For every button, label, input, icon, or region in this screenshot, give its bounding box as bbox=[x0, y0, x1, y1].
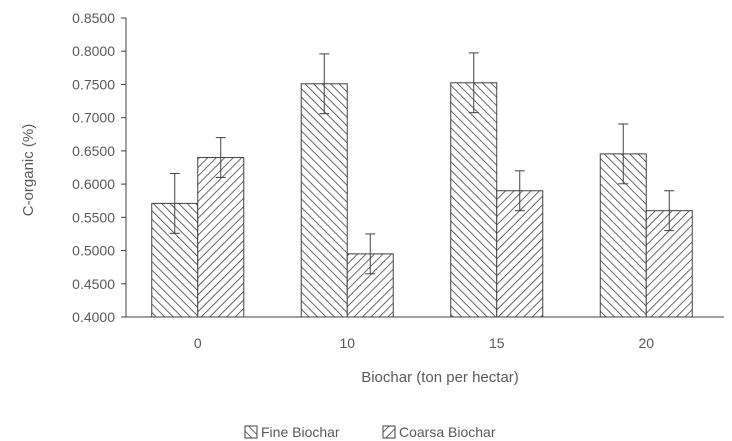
y-tick-label: 0.4000 bbox=[72, 309, 115, 325]
bars bbox=[151, 82, 693, 318]
bar-fine-biochar-10 bbox=[300, 83, 348, 318]
y-tick-label: 0.8500 bbox=[72, 10, 115, 26]
x-tick-label: 15 bbox=[489, 335, 505, 351]
legend-label-fine-biochar: Fine Biochar bbox=[261, 424, 340, 440]
legend: Fine Biochar Coarsa Biochar bbox=[244, 424, 496, 440]
x-axis: 0 10 15 20 bbox=[126, 316, 724, 351]
legend-label-coarsa-biochar: Coarsa Biochar bbox=[399, 424, 496, 440]
y-tick-label: 0.6500 bbox=[72, 143, 115, 159]
y-tick-label: 0.8000 bbox=[72, 43, 115, 59]
bar-coarsa-biochar-0 bbox=[197, 157, 245, 318]
y-axis: 0.4000 0.4500 0.5000 0.5500 0.6000 0.6500 0.70… bbox=[72, 10, 127, 325]
y-tick-label: 0.7000 bbox=[72, 110, 115, 126]
x-axis-title: Biochar (ton per hectar) bbox=[361, 369, 519, 386]
y-axis-title: C-organic (%) bbox=[20, 124, 37, 217]
x-tick-label: 0 bbox=[194, 335, 202, 351]
y-tick-label: 0.6000 bbox=[72, 176, 115, 192]
x-tick-label: 20 bbox=[638, 335, 654, 351]
y-tick-label: 0.5500 bbox=[72, 209, 115, 225]
y-tick-label: 0.4500 bbox=[72, 276, 115, 292]
legend-swatch-fine-biochar bbox=[244, 425, 258, 439]
y-tick-label: 0.7500 bbox=[72, 76, 115, 92]
legend-swatch-coarsa-biochar bbox=[382, 425, 396, 439]
error-bars bbox=[169, 52, 675, 275]
bar-fine-biochar-15 bbox=[450, 82, 498, 318]
y-tick-label: 0.5000 bbox=[72, 243, 115, 259]
x-tick-label: 10 bbox=[339, 335, 355, 351]
